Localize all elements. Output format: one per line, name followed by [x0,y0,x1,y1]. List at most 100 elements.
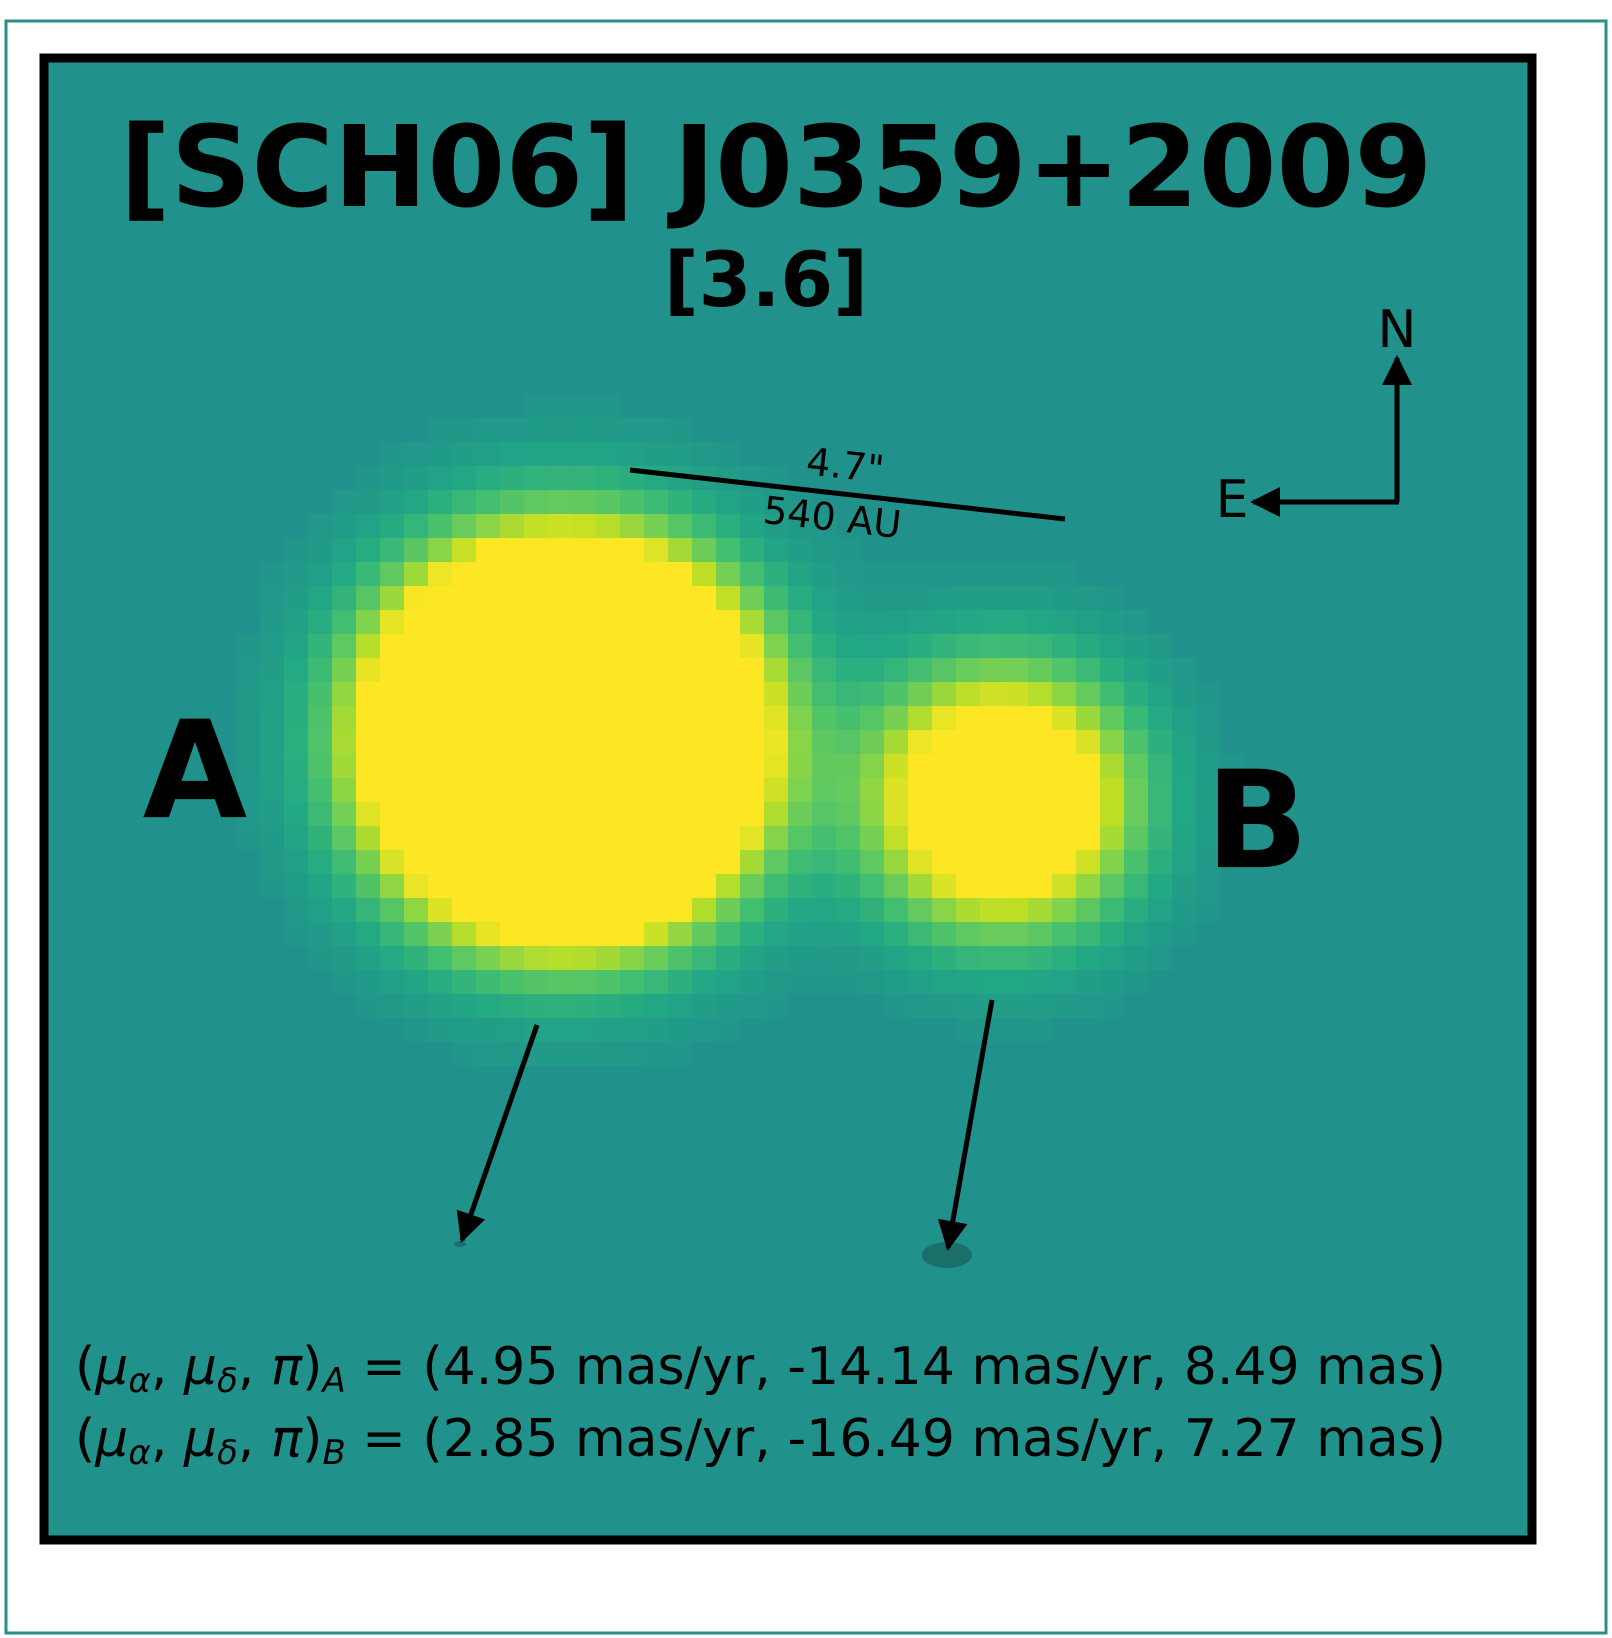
pixel [620,850,645,875]
pixel [1076,970,1101,995]
pixel [380,946,405,971]
pixel [644,586,669,611]
pixel [1076,874,1101,899]
pixel [404,730,429,755]
pixel [572,466,597,491]
pixel [668,418,693,443]
pixel [548,442,573,467]
pixel [884,874,909,899]
pixel [356,874,381,899]
pixel [452,706,477,731]
pixel [956,682,981,707]
pixel [404,562,429,587]
pixel [428,922,453,947]
pixel [620,514,645,539]
pixel [524,610,549,635]
pixel [668,754,693,779]
pixel [452,1018,477,1043]
pixel [476,490,501,515]
pixel [668,1018,693,1043]
title: [SCH06] J0359+2009 [120,103,1433,233]
pixel [956,850,981,875]
pixel [404,442,429,467]
pixel [836,658,861,683]
pixel [980,706,1005,731]
pixel [1052,802,1077,827]
pixel [1100,898,1125,923]
pixel [1004,946,1029,971]
pixel [356,658,381,683]
pixel [476,826,501,851]
pixel [788,682,813,707]
scale-angle: 4.7" [804,439,886,491]
pixel [596,514,621,539]
pixel [356,730,381,755]
pixel [812,754,837,779]
pixel [284,778,309,803]
pixel [1076,826,1101,851]
pixel [1028,586,1053,611]
pixel [284,586,309,611]
pixel [1148,778,1173,803]
pixel [908,778,933,803]
pixel [1148,706,1173,731]
pixel [908,826,933,851]
pixel [812,826,837,851]
pixel [500,802,525,827]
pixel [836,898,861,923]
pixel [1100,778,1125,803]
pixel [1100,706,1125,731]
pixel [1052,658,1077,683]
pixel [692,754,717,779]
pixel [404,802,429,827]
equation-values: = (4.95 mas/yr, -14.14 mas/yr, 8.49 mas) [346,1337,1446,1397]
pixel [908,586,933,611]
pixel [404,706,429,731]
pixel [572,514,597,539]
pixel [1004,970,1029,995]
pixel [620,538,645,563]
pixel [860,730,885,755]
pixel [860,874,885,899]
pixel [1028,802,1053,827]
pixel [932,898,957,923]
pixel [980,850,1005,875]
pixel [1100,946,1125,971]
pixel [764,706,789,731]
pixel [1004,754,1029,779]
pixel [1172,682,1197,707]
pixel [692,490,717,515]
pixel [284,562,309,587]
pixel [836,586,861,611]
pixel [380,874,405,899]
pixel [476,466,501,491]
pixel [860,586,885,611]
pixel [692,970,717,995]
pixel [860,970,885,995]
pixel [1076,634,1101,659]
pixel [1004,658,1029,683]
pixel [596,850,621,875]
pixel [716,682,741,707]
pixel [524,634,549,659]
pixel [524,850,549,875]
pixel [836,850,861,875]
figure: 4.7" 540 AU N E [SCH06] J0359+2009 [3.6]… [0,0,1612,1638]
pixel [380,994,405,1019]
pixel [428,946,453,971]
pixel [812,586,837,611]
pixel [764,874,789,899]
pixel [956,610,981,635]
pixel [836,970,861,995]
pixel [500,754,525,779]
pixel [1124,802,1149,827]
pixel [884,562,909,587]
pixel [812,610,837,635]
pixel [668,802,693,827]
pixel [476,970,501,995]
pixel [500,730,525,755]
pixel [764,754,789,779]
pixel [740,490,765,515]
pixel [1100,970,1125,995]
compass-n-label: N [1378,300,1417,360]
